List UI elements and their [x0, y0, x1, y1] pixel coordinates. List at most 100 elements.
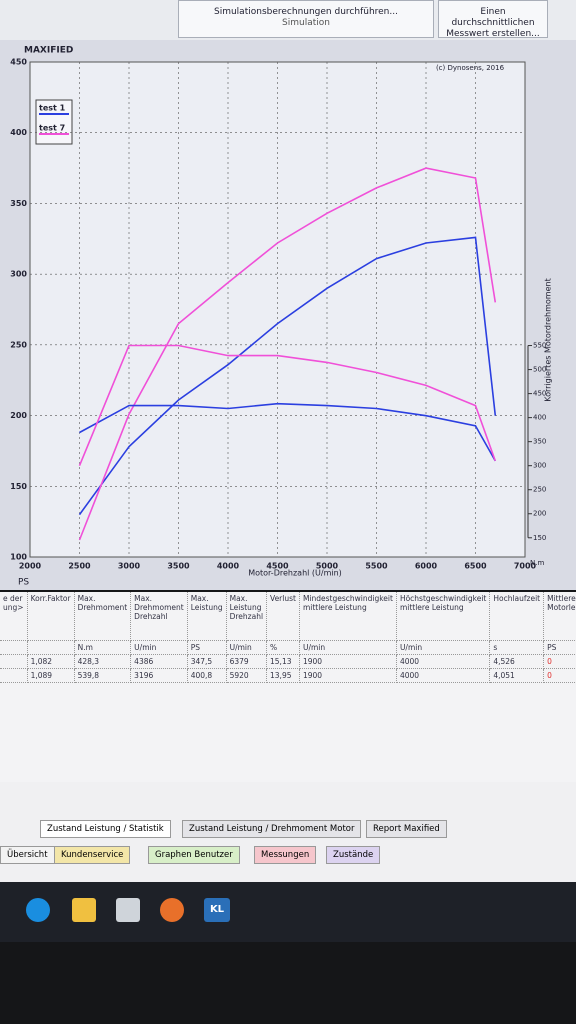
- series-line: [78, 344, 497, 467]
- unit-cell: s: [489, 640, 545, 655]
- y-tick-label: 200: [10, 411, 27, 420]
- cell: 5920: [226, 668, 268, 683]
- results-table-panel: e der ung> Korr.Faktor Max. Drehmoment Max.…: [0, 592, 576, 782]
- cell: 4,051: [489, 668, 545, 683]
- y-tick-label: 100: [10, 553, 27, 562]
- x-tick-label: 5500: [365, 562, 388, 571]
- column-header: Hochlaufzeit: [489, 592, 545, 641]
- cell: 13,95: [266, 668, 300, 683]
- series-line: [78, 167, 497, 541]
- y2-axis-label: Korrigiertes Motordrehmoment: [544, 278, 553, 401]
- y-tick-label: 150: [10, 482, 27, 491]
- unit-cell: [0, 640, 28, 655]
- cell: 4386: [130, 654, 188, 669]
- tab[interactable]: Zustand Leistung / Drehmoment Motor: [182, 820, 362, 838]
- ribbon: Simulationsberechnungen durchführen... Si…: [0, 0, 576, 41]
- y-tick-label: 300: [10, 270, 27, 279]
- cell: [0, 668, 28, 683]
- firefox-icon[interactable]: [160, 898, 184, 922]
- y2-tick-label: 250: [533, 486, 546, 494]
- unit-cell: PS: [543, 640, 576, 655]
- results-table: e der ung> Korr.Faktor Max. Drehmoment Max.…: [0, 592, 576, 683]
- ribbon-button[interactable]: Einen durchschnittlichen Messwert erstel…: [438, 0, 548, 39]
- chart: MAXIFIED (c) Dynosens, 2016 Motor-Drehza…: [10, 46, 553, 588]
- unit-cell: [27, 640, 75, 655]
- cell: 400,8: [187, 668, 227, 683]
- y-tick-label: 400: [10, 128, 27, 137]
- ribbon-button[interactable]: Simulationsberechnungen durchführen... Si…: [178, 0, 434, 38]
- x-tick-label: 2000: [19, 562, 42, 571]
- y2-tick-label: 450: [533, 390, 546, 398]
- legend-label: test 7: [39, 124, 65, 133]
- y-tick-label: 350: [10, 199, 27, 208]
- cell: 1,089: [27, 668, 75, 683]
- cell: 6379: [226, 654, 268, 669]
- cell: 4000: [396, 668, 491, 683]
- tab[interactable]: Messungen: [254, 846, 317, 864]
- cell: 428,3: [74, 654, 132, 669]
- tab[interactable]: Zustände: [326, 846, 381, 864]
- annotation: (c) Dynosens, 2016: [436, 64, 505, 72]
- x-tick-label: 7000: [514, 562, 537, 571]
- unit-cell: N.m: [74, 640, 132, 655]
- column-header: Mindestgeschwindigkeit mittlere Leistung: [299, 592, 397, 641]
- cell: 4,526: [489, 654, 545, 669]
- y2-tick-label: 150: [533, 534, 546, 542]
- column-header: Max. Drehmoment Drehzahl: [130, 592, 188, 641]
- column-header: Verlust: [266, 592, 300, 641]
- tab[interactable]: Übersicht: [0, 846, 55, 864]
- app-icon[interactable]: KL: [204, 898, 230, 922]
- tab[interactable]: Report Maxified: [366, 820, 447, 838]
- group-label: Simulation: [282, 18, 330, 28]
- edge-icon[interactable]: [26, 898, 50, 922]
- x-axis-label: Motor-Drehzahl (U/min): [248, 569, 342, 578]
- y-tick-label: 450: [10, 58, 27, 67]
- data-row: 1,082 428,3 4386 347,5 6379 15,13 1900 4000 4,52…: [0, 654, 576, 669]
- unit-cell: U/min: [299, 640, 397, 655]
- cell: 15,13: [266, 654, 300, 669]
- tab[interactable]: Zustand Leistung / Statistik: [40, 820, 171, 838]
- x-tick-label: 2500: [68, 562, 91, 571]
- legend: [35, 99, 73, 145]
- x-tick-label: 5000: [316, 562, 339, 571]
- column-header: Max. Drehmoment: [74, 592, 132, 641]
- cell: 3196: [130, 668, 188, 683]
- x-tick-label: 6000: [415, 562, 438, 571]
- unit-cell: U/min: [130, 640, 188, 655]
- button-label: Einen durchschnittlichen Messwert erstel…: [446, 7, 540, 39]
- cell: 0: [543, 654, 576, 669]
- y2-tick-label: 400: [533, 414, 546, 422]
- cell: 0: [543, 668, 576, 683]
- data-row: 1,089 539,8 3196 400,8 5920 13,95 1900 4000 4,05…: [0, 668, 576, 683]
- unit-cell: %: [266, 640, 300, 655]
- series-line: [78, 236, 497, 516]
- y2-tick-label: 200: [533, 510, 546, 518]
- x-tick-label: 4500: [266, 562, 289, 571]
- store-icon[interactable]: [116, 898, 140, 922]
- tab[interactable]: Graphen Benutzer: [148, 846, 240, 864]
- cell: 4000: [396, 654, 491, 669]
- cell: 347,5: [187, 654, 227, 669]
- x-tick-label: 4000: [217, 562, 240, 571]
- explorer-icon[interactable]: [72, 898, 96, 922]
- chart-title: MAXIFIED: [24, 46, 73, 56]
- button-label: Simulationsberechnungen durchführen...: [214, 7, 398, 17]
- taskbar: KL: [0, 882, 576, 942]
- unit-cell: PS: [187, 640, 227, 655]
- column-header: Höchstgeschwindigkeit mittlere Leistung: [396, 592, 491, 641]
- cell: 539,8: [74, 668, 132, 683]
- column-header: Korr.Faktor: [27, 592, 75, 641]
- cell: 1900: [299, 654, 397, 669]
- chart-panel: MAXIFIED (c) Dynosens, 2016 Motor-Drehza…: [0, 40, 576, 590]
- y2-tick-label: 500: [533, 366, 546, 374]
- y2-tick-label: 550: [533, 342, 546, 350]
- tab-area: Zustand Leistung / Statistik Zustand Leis…: [0, 782, 576, 882]
- column-header: Mittlere Motorleistung: [543, 592, 576, 641]
- tab[interactable]: Kundenservice: [54, 846, 131, 864]
- y2-tick-label: 300: [533, 462, 546, 470]
- cell: 1,082: [27, 654, 75, 669]
- column-header: Max. Leistung Drehzahl: [226, 592, 268, 641]
- x-tick-label: 3500: [167, 562, 190, 571]
- y-axis-label: PS: [18, 578, 29, 588]
